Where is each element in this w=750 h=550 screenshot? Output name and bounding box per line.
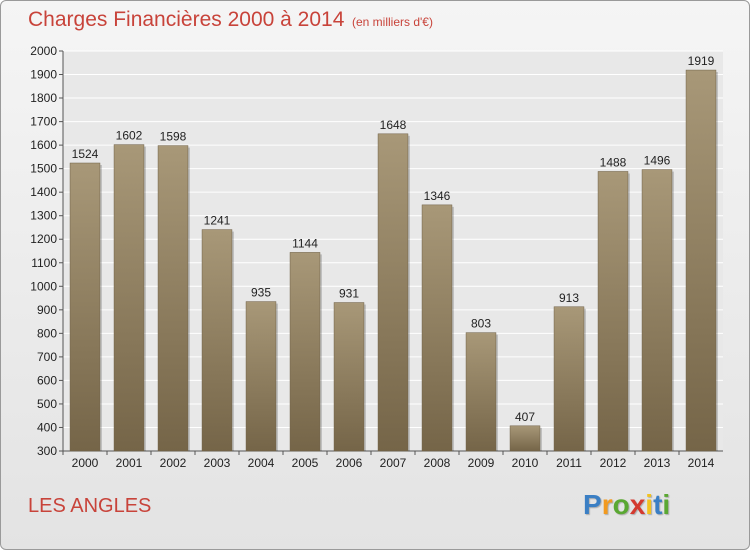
y-tick-label: 1800 — [30, 91, 57, 105]
data-label-2009: 803 — [471, 317, 491, 331]
y-tick-label: 1400 — [30, 185, 57, 199]
y-tick-label: 1000 — [30, 279, 57, 293]
y-tick-label: 1100 — [31, 256, 57, 270]
bar-2009 — [465, 332, 497, 452]
y-tick-label: 1600 — [30, 138, 57, 152]
bar-2014 — [685, 69, 717, 452]
data-label-2008: 1346 — [424, 189, 451, 203]
x-tick-label-2013: 2013 — [644, 456, 671, 470]
data-label-2000: 1524 — [72, 147, 99, 161]
bar-2008 — [421, 204, 453, 452]
data-label-2003: 1241 — [204, 214, 231, 228]
x-tick-label-2001: 2001 — [116, 456, 143, 470]
bar-2002 — [157, 145, 189, 452]
bar-2007 — [377, 133, 409, 452]
chart-unit: (en milliers d'€) — [352, 15, 433, 29]
y-tick-label: 1500 — [30, 162, 57, 176]
x-tick-label-2006: 2006 — [336, 456, 363, 470]
bar-2005 — [289, 252, 321, 452]
y-tick-label: 1700 — [30, 115, 57, 129]
labels: 1524 2000 1602 2001 1598 2002 1241 2003 935 2004 1… — [72, 54, 715, 470]
y-tick-label: 1200 — [30, 232, 57, 246]
y-tick-label: 700 — [37, 350, 57, 364]
data-label-2001: 1602 — [116, 129, 143, 143]
x-tick-label-2011: 2011 — [556, 456, 582, 470]
data-label-2014: 1919 — [688, 54, 715, 68]
data-label-2011: 913 — [559, 291, 579, 305]
data-label-2005: 1144 — [292, 236, 318, 250]
x-tick-label-2010: 2010 — [512, 456, 539, 470]
x-tick-label-2008: 2008 — [424, 456, 451, 470]
x-tick-label-2005: 2005 — [292, 456, 319, 470]
y-tick-label: 300 — [37, 444, 57, 458]
y-tick-label: 600 — [37, 373, 57, 387]
y-tick-label: 2000 — [30, 44, 57, 58]
x-tick-label-2014: 2014 — [688, 456, 715, 470]
y-tick-label: 500 — [37, 397, 57, 411]
data-label-2013: 1496 — [644, 154, 671, 168]
x-tick-label-2003: 2003 — [204, 456, 231, 470]
y-tick-label: 1900 — [30, 68, 57, 82]
bar-2011 — [553, 306, 585, 452]
axes: 300 400 500 600 700 800 900 1000 1100 1200 1300 140… — [30, 44, 723, 458]
x-tick-label-2004: 2004 — [248, 456, 275, 470]
y-tick-label: 1300 — [30, 209, 57, 223]
bar-2004 — [245, 301, 277, 452]
bars — [69, 69, 718, 452]
chart-title: Charges Financières 2000 à 2014 — [28, 8, 345, 31]
proxiti-logo: Proxiti — [583, 489, 671, 520]
data-label-2004: 935 — [251, 286, 271, 300]
x-tick-label-2000: 2000 — [72, 456, 99, 470]
data-label-2007: 1648 — [380, 118, 407, 132]
data-label-2006: 931 — [339, 287, 359, 301]
bar-2010 — [509, 425, 541, 452]
data-label-2012: 1488 — [600, 155, 627, 169]
data-label-2002: 1598 — [160, 130, 187, 144]
y-tick-label: 900 — [37, 303, 57, 317]
bar-2013 — [641, 169, 673, 452]
bar-2000 — [69, 162, 101, 452]
y-tick-label: 800 — [37, 326, 57, 340]
commune-name: LES ANGLES — [28, 495, 152, 517]
x-tick-label-2009: 2009 — [468, 456, 495, 470]
bar-2012 — [597, 171, 629, 452]
bar-2003 — [201, 229, 233, 452]
y-tick-label: 400 — [37, 420, 57, 434]
bar-2006 — [333, 302, 365, 452]
bar-2001 — [113, 144, 145, 452]
data-label-2010: 407 — [515, 410, 535, 424]
x-tick-label-2002: 2002 — [160, 456, 187, 470]
x-tick-label-2012: 2012 — [600, 456, 627, 470]
x-tick-label-2007: 2007 — [380, 456, 407, 470]
